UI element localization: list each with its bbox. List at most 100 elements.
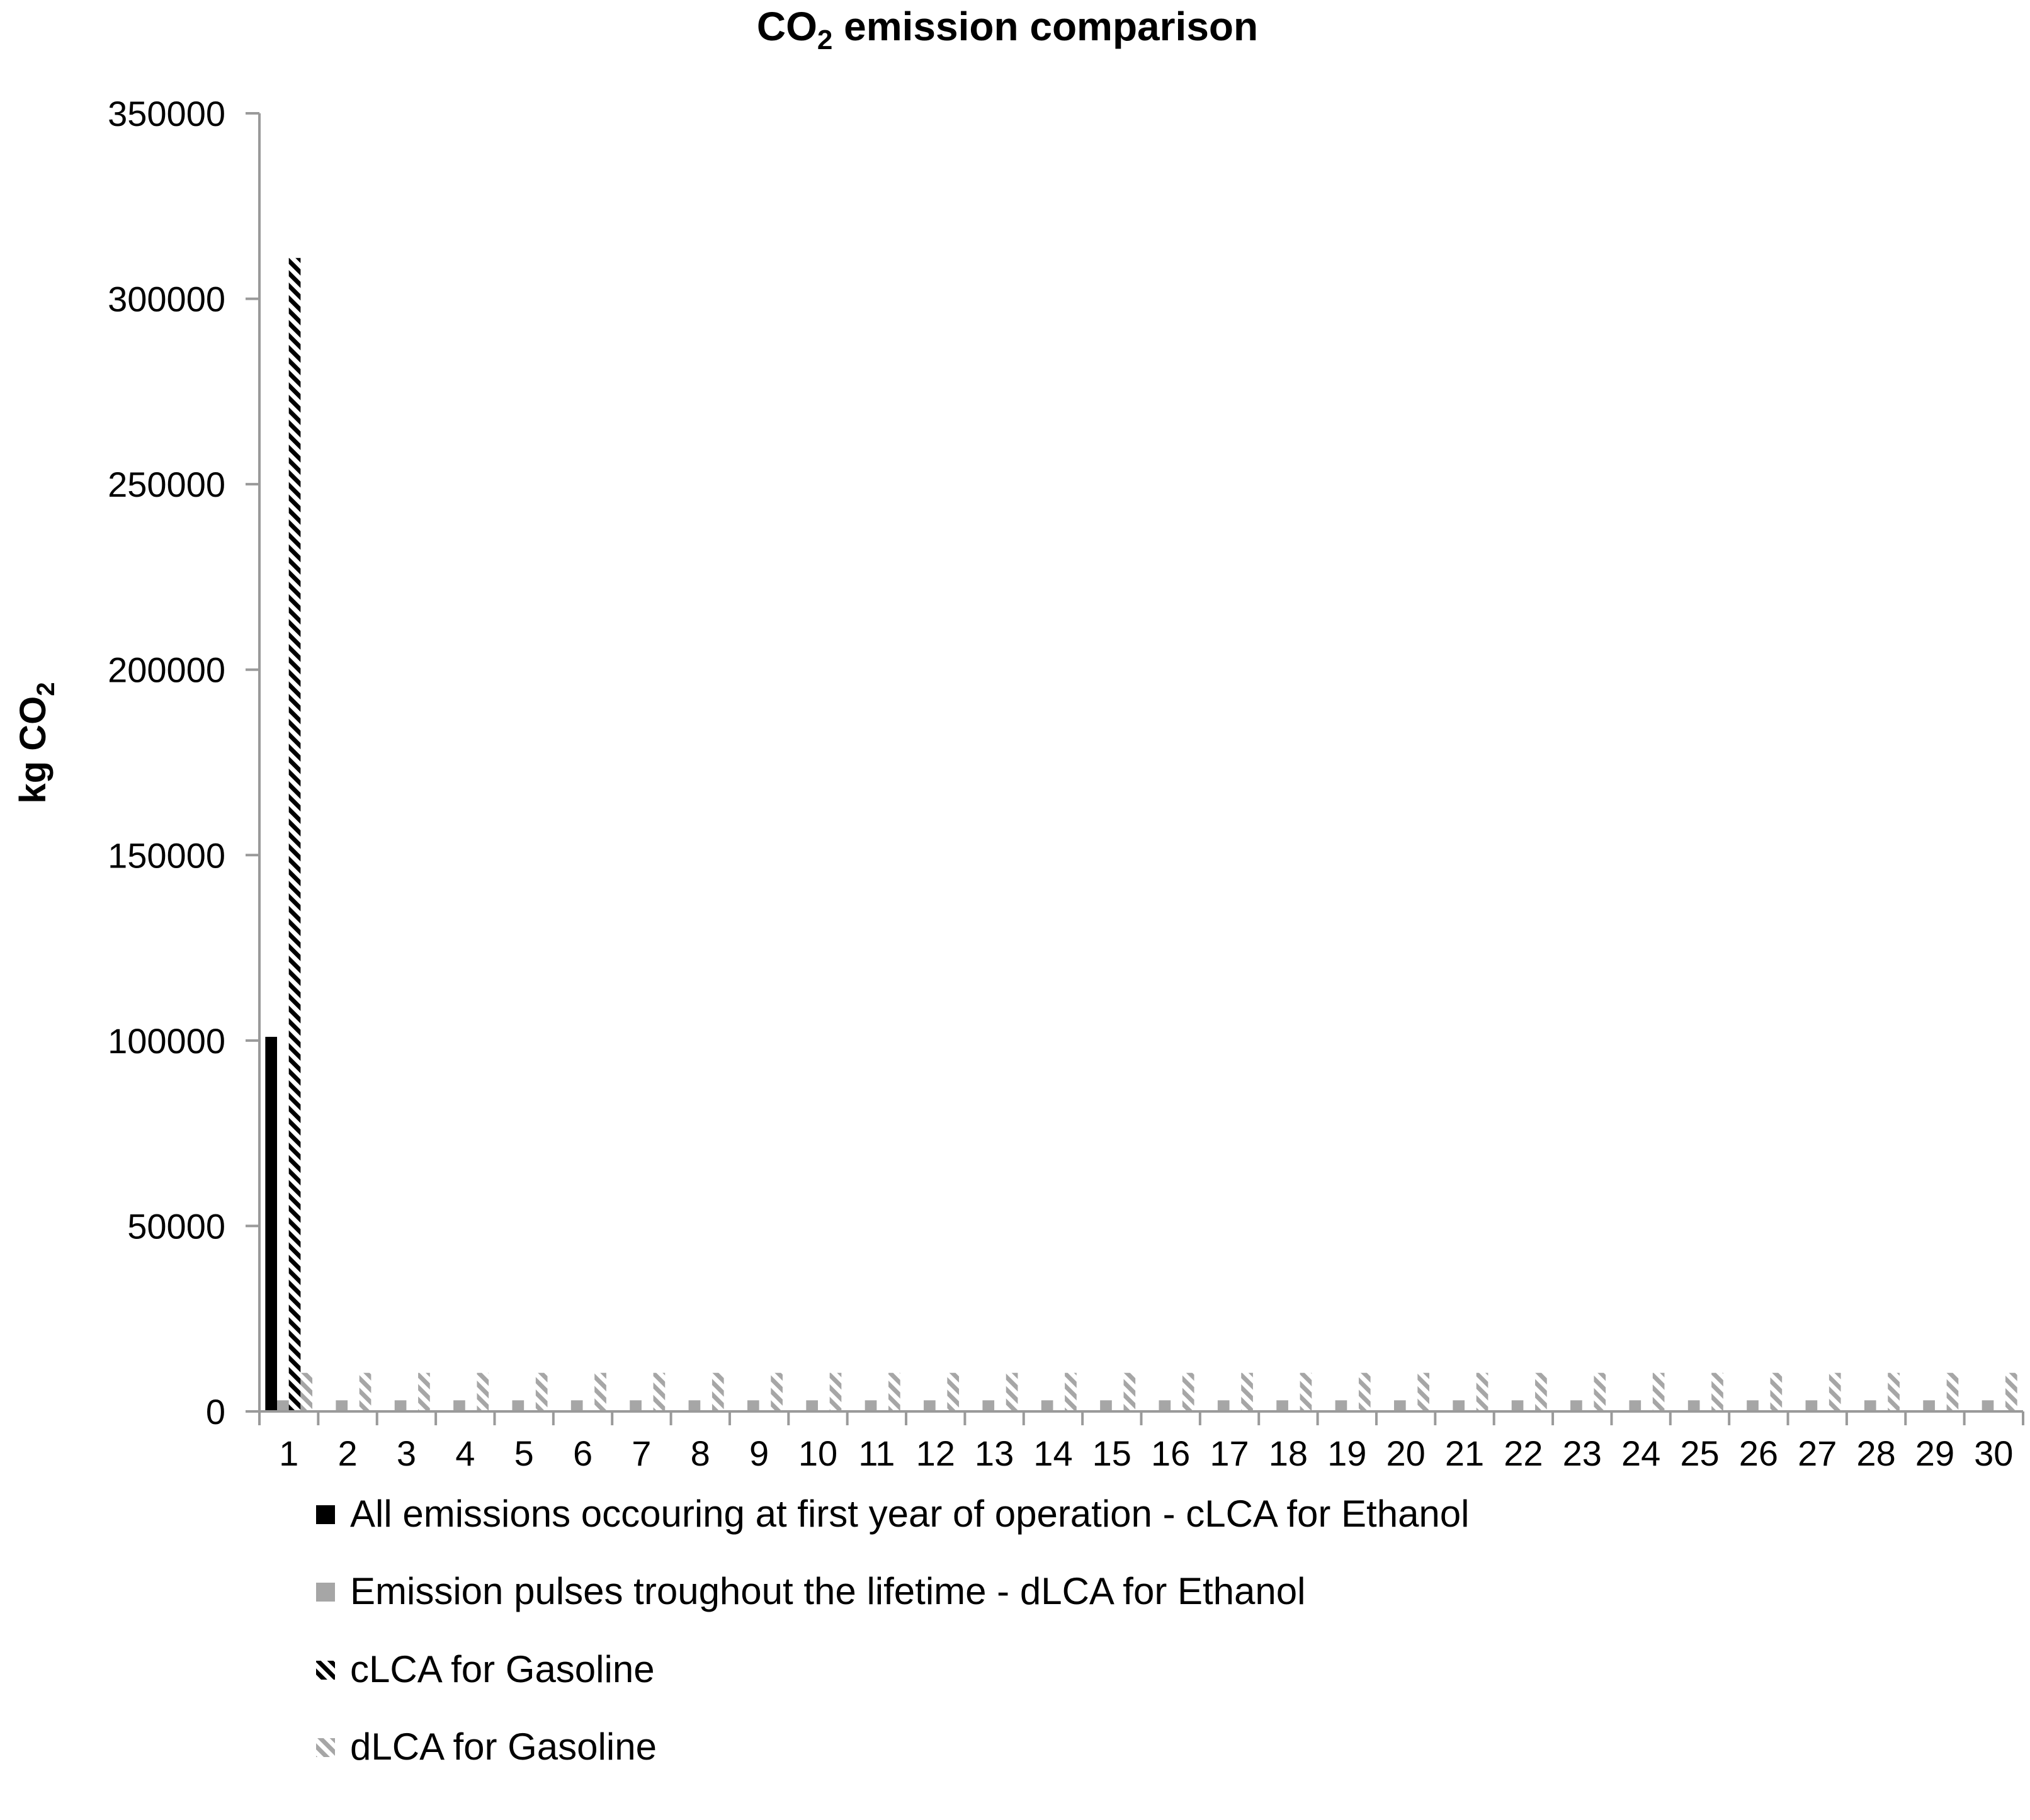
bar-series-2 [1629, 1400, 1642, 1411]
legend-label: dLCA for Gasoline [350, 1726, 657, 1768]
legend-swatch [316, 1738, 335, 1757]
bar-series-4 [418, 1372, 430, 1411]
y-tick-label: 0 [206, 1392, 225, 1432]
bar-series-2 [924, 1400, 936, 1411]
bar-series-2 [1805, 1400, 1818, 1411]
bar-series-2 [982, 1400, 995, 1411]
bar-series-2 [630, 1400, 642, 1411]
bar-series-2 [1393, 1400, 1406, 1411]
x-tick-label: 21 [1445, 1433, 1484, 1473]
chart-title-subscript: 2 [817, 25, 832, 55]
bar-series-2 [1041, 1400, 1053, 1411]
x-tick-label: 11 [858, 1433, 895, 1473]
y-axis-label: kg CO2 [13, 682, 60, 803]
x-tick-label: 13 [975, 1433, 1014, 1473]
bar-series-2 [747, 1400, 759, 1411]
bar-series-4 [947, 1372, 960, 1411]
bar-series-4 [1006, 1372, 1018, 1411]
bar-series-2 [1982, 1400, 1994, 1411]
y-tick-label: 50000 [127, 1206, 225, 1246]
y-axis-label-subscript: 2 [32, 682, 60, 696]
bar-series-4 [1182, 1372, 1194, 1411]
bar-series-4 [477, 1372, 489, 1411]
y-axis-ticks: 0 50000 100000 150000 200000 250000 300000 3500… [108, 94, 259, 1432]
bar-series-4 [535, 1372, 548, 1411]
bar-series-2 [394, 1400, 407, 1411]
x-tick-label: 2 [337, 1433, 357, 1473]
bar-series-2 [865, 1400, 877, 1411]
bar-series-2 [512, 1400, 525, 1411]
y-tick-label: 100000 [108, 1021, 225, 1061]
x-tick-label: 24 [1621, 1433, 1660, 1473]
x-tick-label: 18 [1269, 1433, 1308, 1473]
y-tick-label: 300000 [108, 280, 225, 319]
x-tick-label: 8 [691, 1433, 710, 1473]
legend-swatch [316, 1583, 335, 1602]
bar-series-4 [1770, 1372, 1783, 1411]
y-axis-label-main: kg CO [13, 696, 54, 804]
x-tick-label: 6 [573, 1433, 593, 1473]
legend-label: Emission pulses troughout the lifetime -… [350, 1570, 1305, 1612]
bar-series-4 [1476, 1372, 1488, 1411]
bar-series-2 [1217, 1400, 1230, 1411]
bar-series-2 [1570, 1400, 1582, 1411]
bar-series-3 [288, 257, 301, 1411]
x-tick-label: 5 [514, 1433, 534, 1473]
bar-series-4 [712, 1372, 724, 1411]
bar-series-2 [1747, 1400, 1759, 1411]
bar-series-4 [1888, 1372, 1900, 1411]
x-tick-label: 1 [279, 1433, 298, 1473]
x-tick-label: 29 [1915, 1433, 1954, 1473]
x-tick-label: 15 [1092, 1433, 1131, 1473]
y-tick-label: 350000 [108, 94, 225, 133]
bar-series-2 [277, 1400, 289, 1411]
x-tick-label: 26 [1739, 1433, 1778, 1473]
bar-series-2 [1159, 1400, 1171, 1411]
bar-series-2 [1335, 1400, 1347, 1411]
x-tick-label: 28 [1856, 1433, 1895, 1473]
x-tick-label: 27 [1798, 1433, 1837, 1473]
bar-series-4 [1711, 1372, 1723, 1411]
legend-swatch [316, 1661, 335, 1680]
x-tick-label: 25 [1680, 1433, 1719, 1473]
bar-series-4 [1123, 1372, 1136, 1411]
bar-series-2 [806, 1400, 818, 1411]
bar-series-4 [359, 1372, 371, 1411]
bar-series-4 [653, 1372, 666, 1411]
bar-series-2 [1100, 1400, 1112, 1411]
bar-series-2 [453, 1400, 465, 1411]
bar-series-4 [1535, 1372, 1547, 1411]
bar-series-4 [1358, 1372, 1371, 1411]
legend: All emissions occouring at first year of… [316, 1493, 1470, 1768]
y-tick-label: 200000 [108, 650, 225, 690]
bar-series-1 [265, 1036, 278, 1411]
chart-title-rest: emission comparison [832, 4, 1258, 49]
chart-title-main: CO [757, 4, 817, 49]
bar-series-4 [1946, 1372, 1959, 1411]
bar-series-4 [1065, 1372, 1077, 1411]
x-tick-label: 12 [916, 1433, 955, 1473]
x-tick-label: 4 [455, 1433, 475, 1473]
x-tick-label: 17 [1210, 1433, 1249, 1473]
x-tick-label: 14 [1033, 1433, 1072, 1473]
x-tick-label: 10 [798, 1433, 837, 1473]
x-axis-ticks: 1 2 3 4 5 6 7 8 9 10 11 12 13 14 15 16 17 18 19 20 21 22 23 24 2… [258, 1411, 2024, 1473]
x-tick-label: 3 [397, 1433, 416, 1473]
bar-series-2 [1687, 1400, 1700, 1411]
x-tick-label: 9 [749, 1433, 769, 1473]
bar-series-2 [336, 1400, 348, 1411]
bar-series-4 [1300, 1372, 1312, 1411]
x-tick-label: 19 [1327, 1433, 1366, 1473]
bar-series-2 [1276, 1400, 1288, 1411]
y-tick-label: 250000 [108, 465, 225, 504]
legend-label: All emissions occouring at first year of… [350, 1493, 1470, 1535]
x-tick-label: 16 [1151, 1433, 1190, 1473]
legend-swatch [316, 1505, 335, 1524]
bar-series-2 [1453, 1400, 1465, 1411]
bar-series-2 [1864, 1400, 1876, 1411]
bar-series-4 [1417, 1372, 1429, 1411]
bar-series-4 [1829, 1372, 1841, 1411]
bar-series-4 [1594, 1372, 1606, 1411]
bar-series-4 [771, 1372, 783, 1411]
